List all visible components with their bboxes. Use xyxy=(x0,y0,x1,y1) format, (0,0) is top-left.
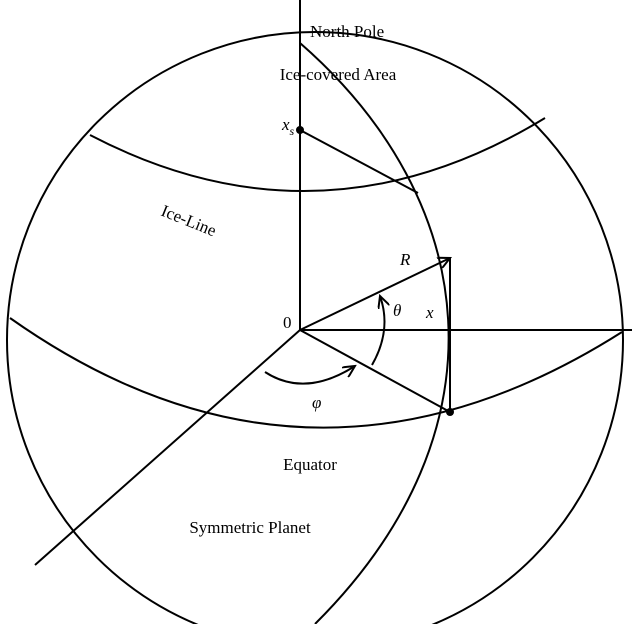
ice-area-label: Ice-covered Area xyxy=(280,65,397,84)
planet-diagram: North Pole Ice-covered Area xs Ice-Line … xyxy=(0,0,632,624)
x-label: x xyxy=(425,303,434,322)
equator-label: Equator xyxy=(283,455,337,474)
surface-point xyxy=(446,408,454,416)
planet-label: Symmetric Planet xyxy=(189,518,311,537)
north-pole-label: North Pole xyxy=(310,22,384,41)
radius-label: R xyxy=(399,250,411,269)
phi-label: φ xyxy=(312,393,321,412)
xs-sub: s xyxy=(290,124,295,138)
origin-label: 0 xyxy=(283,313,292,332)
background xyxy=(0,0,632,624)
xs-point xyxy=(296,126,304,134)
theta-label: θ xyxy=(393,301,401,320)
